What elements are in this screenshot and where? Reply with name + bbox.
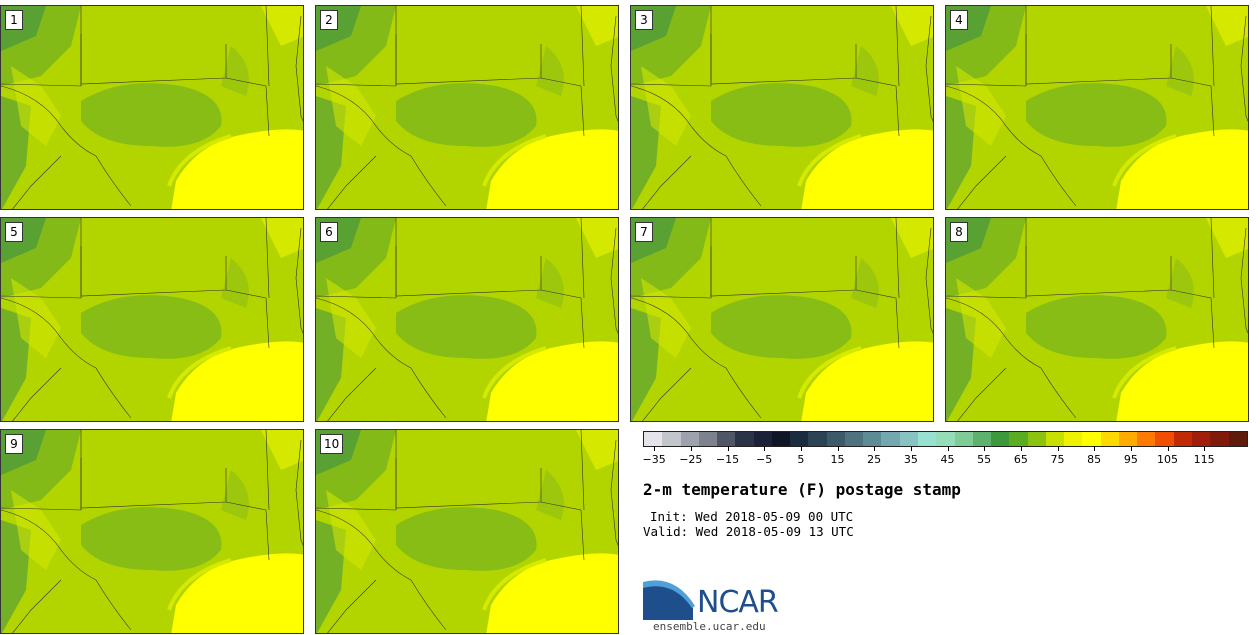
colorbar-tick-label: −5: [756, 453, 773, 466]
ensemble-member-map: 6: [315, 217, 619, 422]
colorbar-segment: [1137, 432, 1156, 446]
ensemble-member-map: 3: [630, 5, 934, 210]
colorbar-tick: [727, 446, 729, 451]
colorbar-segment: [991, 432, 1010, 446]
member-number-label: 8: [950, 222, 968, 242]
colorbar-segment: [644, 432, 663, 446]
colorbar-tick-label: −15: [715, 453, 740, 466]
member-number-label: 7: [635, 222, 653, 242]
ensemble-member-map: 7: [630, 217, 934, 422]
colorbar-segment: [753, 432, 772, 446]
colorbar-tick: [910, 446, 912, 451]
colorbar-segment: [917, 432, 937, 446]
colorbar-tick: [1167, 446, 1169, 451]
member-number-label: 4: [950, 10, 968, 30]
colorbar-segment: [881, 432, 900, 446]
colorbar-segment: [1228, 432, 1247, 446]
colorbar-tick-label: 85: [1087, 453, 1102, 466]
colorbar-tick-label: 25: [867, 453, 882, 466]
temperature-colorbar: [643, 431, 1248, 447]
colorbar-segment: [972, 432, 992, 446]
colorbar-segment: [1118, 432, 1138, 446]
colorbar-segment: [808, 432, 827, 446]
colorbar-tick: [874, 446, 876, 451]
colorbar-tick: [984, 446, 986, 451]
colorbar-tick-label: 65: [1013, 453, 1028, 466]
valid-time: Valid: Wed 2018-05-09 13 UTC: [643, 524, 854, 539]
colorbar-tick: [1094, 446, 1096, 451]
ensemble-member-map: 1: [0, 5, 304, 210]
colorbar-segment: [1045, 432, 1065, 446]
member-number-label: 1: [5, 10, 23, 30]
colorbar-segment: [1210, 432, 1229, 446]
member-number-label: 6: [320, 222, 338, 242]
colorbar-segment: [662, 432, 681, 446]
ncar-logo-icon: [643, 580, 695, 620]
colorbar-segment: [1173, 432, 1192, 446]
colorbar-segment: [790, 432, 809, 446]
member-number-label: 2: [320, 10, 338, 30]
colorbar-segment: [844, 432, 864, 446]
colorbar-tick-label: 115: [1193, 453, 1215, 466]
ncar-logo-text: NCAR: [697, 585, 779, 620]
colorbar-segment: [1027, 432, 1046, 446]
colorbar-segment: [1191, 432, 1211, 446]
colorbar-tick: [800, 446, 802, 451]
ensemble-member-map: 8: [945, 217, 1249, 422]
colorbar-tick-label: 105: [1157, 453, 1178, 466]
colorbar-tick: [1020, 446, 1022, 451]
member-number-label: 5: [5, 222, 23, 242]
ensemble-member-map: 10: [315, 429, 619, 634]
colorbar-tick-label: −25: [679, 453, 703, 466]
colorbar-tick-label: 45: [940, 453, 955, 466]
colorbar-tick-label: 55: [977, 453, 992, 466]
member-number-label: 10: [320, 434, 344, 454]
colorbar-segment: [735, 432, 754, 446]
colorbar-segment: [863, 432, 882, 446]
member-number-label: 3: [635, 10, 653, 30]
ensemble-member-map: 4: [945, 5, 1249, 210]
colorbar-tick: [764, 446, 766, 451]
colorbar-segment: [1009, 432, 1028, 446]
ensemble-member-map: 9: [0, 429, 304, 634]
ensemble-member-map: 5: [0, 217, 304, 422]
colorbar-tick: [690, 446, 692, 451]
chart-title: 2-m temperature (F) postage stamp: [643, 480, 961, 499]
colorbar-segment: [717, 432, 736, 446]
colorbar-tick: [654, 446, 656, 451]
colorbar-segment: [1064, 432, 1083, 446]
colorbar-segment: [936, 432, 955, 446]
colorbar-tick-label: 5: [797, 453, 805, 466]
colorbar-segment: [680, 432, 699, 446]
colorbar-tick-label: 35: [903, 453, 918, 466]
colorbar-ticks: −35 −25 −15 −5 5 15 25 35 45 55 65 75 85 95 105 115: [643, 446, 1248, 468]
colorbar-tick: [837, 446, 839, 451]
init-time: Init: Wed 2018-05-09 00 UTC: [650, 509, 854, 524]
colorbar-tick-label: 95: [1123, 453, 1138, 466]
site-url: ensemble.ucar.edu: [653, 620, 766, 633]
colorbar-tick: [947, 446, 949, 451]
colorbar-segment: [698, 432, 718, 446]
colorbar-tick-label: −35: [642, 453, 666, 466]
colorbar-segment: [1155, 432, 1174, 446]
colorbar-tick: [1204, 446, 1206, 451]
ensemble-member-map: 2: [315, 5, 619, 210]
member-number-label: 9: [5, 434, 23, 454]
colorbar-segment: [1082, 432, 1101, 446]
colorbar-segment: [1100, 432, 1119, 446]
colorbar-tick-label: 15: [830, 453, 845, 466]
colorbar-segment: [771, 432, 791, 446]
colorbar-segment: [954, 432, 973, 446]
colorbar-segment: [899, 432, 918, 446]
colorbar-tick: [1057, 446, 1059, 451]
colorbar-tick-label: 75: [1050, 453, 1065, 466]
colorbar-segment: [826, 432, 845, 446]
colorbar-tick: [1130, 446, 1132, 451]
